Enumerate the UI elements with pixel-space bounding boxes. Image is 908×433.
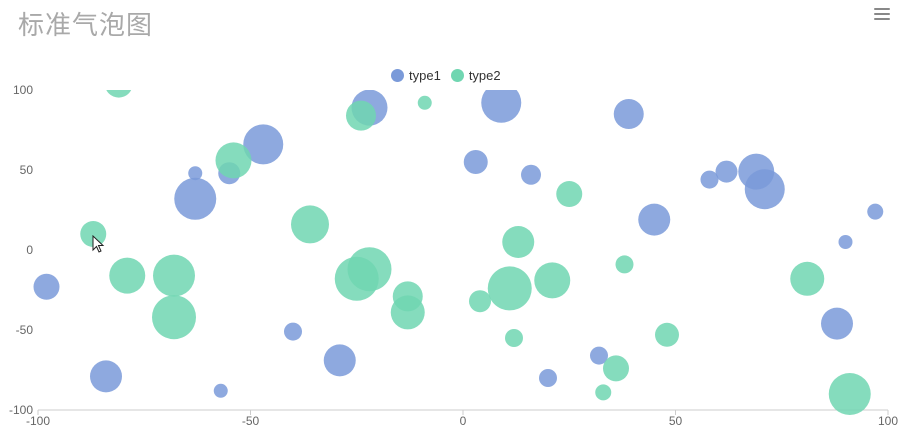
bubble-type2[interactable] — [469, 290, 491, 313]
bubble-type2[interactable] — [80, 221, 107, 247]
bubble-type1[interactable] — [821, 307, 853, 340]
bubble-group — [33, 70, 884, 415]
bubble-type2[interactable] — [215, 142, 252, 179]
bubble-type1[interactable] — [188, 166, 203, 181]
legend-item-type1[interactable]: type1 — [391, 68, 441, 83]
bubble-type1[interactable] — [90, 360, 122, 393]
menu-icon[interactable] — [872, 5, 892, 21]
bubble-type2[interactable] — [291, 205, 329, 244]
bubble-type2[interactable] — [505, 329, 523, 347]
bubble-type2[interactable] — [790, 261, 825, 296]
bubble-type1[interactable] — [33, 273, 60, 300]
bubble-type2[interactable] — [153, 254, 195, 297]
bubble-type1[interactable] — [700, 170, 719, 189]
bubble-type2[interactable] — [595, 384, 612, 401]
y-tick-label: -100 — [9, 403, 33, 417]
bubble-type1[interactable] — [744, 169, 785, 210]
bubble-type2[interactable] — [347, 247, 392, 292]
bubble-type1[interactable] — [284, 322, 302, 341]
legend-label-type2: type2 — [468, 67, 501, 83]
y-tick-label: 0 — [26, 243, 33, 257]
menu-icon-bar — [874, 13, 890, 15]
bubble-type1[interactable] — [613, 99, 644, 129]
legend-marker-type1 — [391, 68, 404, 82]
bubble-type2[interactable] — [502, 226, 535, 258]
bubble-type2[interactable] — [417, 95, 432, 110]
bubble-type1[interactable] — [638, 203, 671, 236]
x-tick-label: 100 — [878, 414, 898, 428]
chart-title: 标准气泡图 — [18, 11, 154, 41]
x-tick-label: 50 — [669, 414, 683, 428]
bubble-type1[interactable] — [590, 346, 608, 365]
bubble-type1[interactable] — [521, 164, 541, 185]
bubble-type1[interactable] — [715, 160, 738, 183]
bubble-type2[interactable] — [534, 262, 571, 299]
mouse-pointer-icon — [92, 235, 105, 253]
bubble-type1[interactable] — [174, 177, 217, 220]
bubble-type1[interactable] — [838, 235, 853, 249]
bubble-type1[interactable] — [243, 124, 284, 165]
bubble-type1[interactable] — [213, 383, 228, 398]
legend-label-type1: type1 — [409, 67, 441, 83]
bubble-type2[interactable] — [390, 295, 425, 330]
y-tick-label: -50 — [16, 323, 34, 337]
bubble-type1[interactable] — [323, 344, 356, 377]
bubble-type1[interactable] — [481, 83, 522, 123]
x-tick-label: -100 — [26, 414, 50, 428]
legend-marker-type2 — [450, 68, 464, 82]
menu-icon-bar — [874, 8, 890, 10]
bubble-type1[interactable] — [463, 150, 488, 174]
bubble-type2[interactable] — [105, 70, 133, 98]
bubble-type2[interactable] — [109, 257, 146, 294]
bubble-type2[interactable] — [828, 373, 871, 415]
bubble-type1[interactable] — [539, 369, 557, 387]
legend-item-type2[interactable]: type2 — [450, 67, 501, 83]
bubble-type2[interactable] — [615, 255, 634, 274]
menu-icon-bar — [874, 18, 890, 20]
legend: type1 type2 — [391, 66, 511, 84]
bubble-type1[interactable] — [867, 203, 884, 220]
bubble-type2[interactable] — [655, 322, 679, 347]
y-tick-label: 100 — [13, 83, 33, 97]
bubble-type2[interactable] — [346, 100, 376, 131]
x-tick-label: -50 — [242, 414, 260, 428]
x-tick-label: 0 — [460, 414, 467, 428]
bubble-type2[interactable] — [152, 295, 196, 340]
bubble-type2[interactable] — [603, 355, 629, 382]
bubble-type2[interactable] — [487, 266, 532, 311]
bubble-type2[interactable] — [556, 181, 583, 207]
y-tick-label: 50 — [20, 163, 34, 177]
